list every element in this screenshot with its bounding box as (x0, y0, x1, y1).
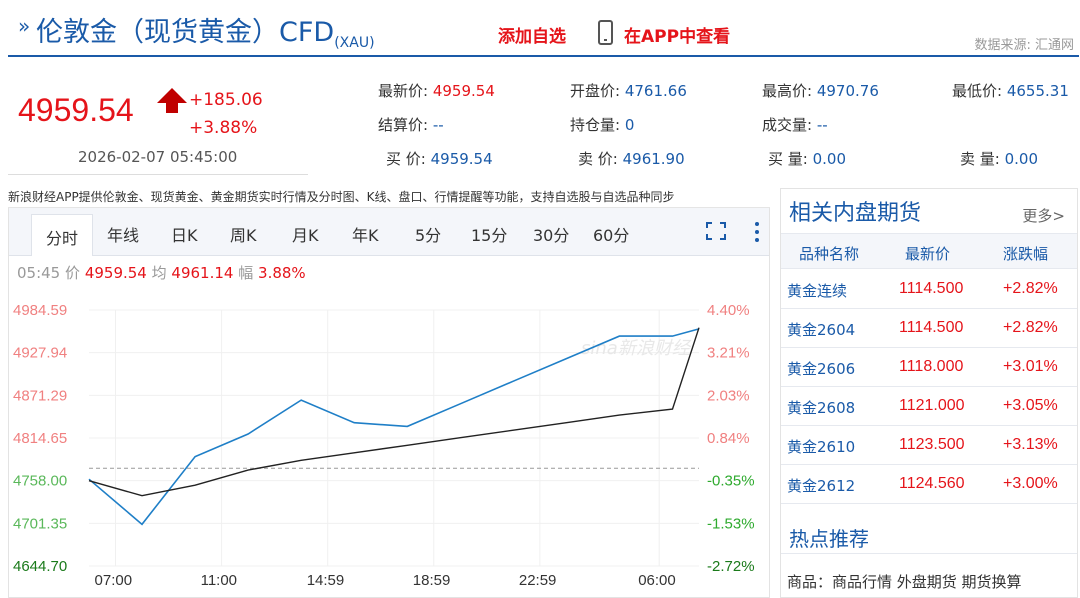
tab-5min[interactable]: 5分 (415, 226, 442, 245)
last-price: 4959.54 (18, 92, 134, 128)
price-change: +185.06 +3.88% (189, 86, 263, 142)
y-tick-label: 4644.70 (13, 558, 67, 575)
y-tick-label: 4927.94 (13, 345, 67, 362)
y-tick-label: 4814.65 (13, 430, 67, 447)
y-tick-label-right: -0.35% (707, 473, 755, 490)
field-ask: 卖 价: 4961.90 (578, 150, 685, 168)
tab-yearly-k[interactable]: 年K (352, 226, 379, 245)
price-line (88, 328, 700, 526)
x-tick-label: 06:00 (638, 572, 676, 589)
field-volume: 成交量: -- (762, 116, 828, 134)
data-source: 数据来源: 汇通网 (974, 38, 1074, 53)
y-tick-label: 4701.35 (13, 515, 67, 532)
table-row[interactable]: 黄金2606 1118.000 +3.01% (781, 348, 1077, 387)
up-arrow-icon (157, 88, 187, 113)
chart-tabs: 分时 年线 日K 周K 月K 年K 5分 15分 30分 60分 (9, 208, 769, 256)
view-in-app-link[interactable]: 在APP中查看 (624, 27, 731, 47)
y-tick-label-right: -2.72% (707, 558, 755, 575)
quote-timestamp: 2026-02-07 05:45:00 (78, 148, 238, 166)
column-header: 最新价 (905, 245, 951, 263)
chart-panel: 分时 年线 日K 周K 月K 年K 5分 15分 30分 60分 05:45 价… (8, 208, 770, 598)
more-link[interactable]: 更多> (1022, 207, 1065, 225)
x-tick-label: 22:59 (519, 572, 557, 589)
field-open-interest: 持仓量: 0 (570, 116, 635, 134)
field-low: 最低价: 4655.31 (952, 82, 1069, 100)
field-settle: 结算价: -- (378, 116, 444, 134)
more-options-icon[interactable] (754, 220, 760, 244)
tab-60min[interactable]: 60分 (593, 226, 630, 245)
divider (781, 553, 1077, 554)
quote-panel: 4959.54 +185.06 +3.88% 2026-02-07 05:45:… (0, 60, 1080, 185)
y-tick-label-right: 2.03% (707, 387, 750, 404)
y-tick-label: 4758.00 (13, 473, 67, 490)
x-tick-label: 11:00 (201, 572, 237, 589)
table-header: 品种名称 最新价 涨跌幅 (781, 233, 1077, 269)
title-arrow-icon: » (18, 14, 31, 38)
tab-year-line[interactable]: 年线 (107, 226, 140, 245)
intraday-chart[interactable]: 4984.59 4.40% 4927.94 3.21% 4871.29 2.03% 4814… (9, 288, 769, 598)
hot-recommend-title: 热点推荐 (789, 527, 869, 551)
field-last: 最新价: 4959.54 (378, 82, 495, 100)
chart-crosshair-info: 05:45 价 4959.54 均 4961.14 幅 3.88% (17, 264, 306, 282)
y-tick-label-right: 0.84% (707, 430, 750, 447)
column-header: 涨跌幅 (1003, 245, 1049, 263)
field-high: 最高价: 4970.76 (762, 82, 879, 100)
x-tick-label: 18:59 (413, 572, 451, 589)
tab-30min[interactable]: 30分 (533, 226, 570, 245)
field-ask-volume: 卖 量: 0.00 (960, 150, 1039, 168)
header-divider (8, 55, 1079, 57)
y-tick-label: 4871.29 (13, 387, 67, 404)
column-header: 品种名称 (799, 245, 860, 263)
phone-icon[interactable] (598, 20, 613, 45)
field-bid: 买 价: 4959.54 (386, 150, 493, 168)
table-row[interactable]: 黄金2612 1124.560 +3.00% (781, 465, 1077, 504)
tab-daily-k[interactable]: 日K (171, 226, 198, 245)
app-notice: 新浪财经APP提供伦敦金、现货黄金、黄金期货实时行情及分时图、K线、盘口、行情提… (8, 190, 675, 204)
average-line (88, 327, 700, 497)
x-tick-label: 07:00 (95, 572, 133, 589)
y-tick-label-right: 4.40% (707, 302, 750, 319)
x-tick-label: 14:59 (307, 572, 345, 589)
table-row[interactable]: 黄金连续 1114.500 +2.82% (781, 270, 1077, 309)
y-tick-label-right: 3.21% (707, 345, 750, 362)
hot-recommend-links[interactable]: 商品：商品行情 外盘期货 期货换算 (787, 573, 1022, 591)
y-tick-label-right: -1.53% (707, 515, 755, 532)
section-title: 相关内盘期货 (789, 201, 922, 226)
fullscreen-icon[interactable] (706, 222, 726, 240)
tab-intraday[interactable]: 分时 (31, 214, 94, 256)
table-row[interactable]: 黄金2608 1121.000 +3.05% (781, 387, 1077, 426)
watermark: sina新浪财经 (581, 338, 692, 359)
page-title: 伦敦金（现货黄金）CFD(XAU) (36, 17, 375, 51)
field-bid-volume: 买 量: 0.00 (768, 150, 847, 168)
table-row[interactable]: 黄金2604 1114.500 +2.82% (781, 309, 1077, 348)
y-tick-label: 4984.59 (13, 302, 67, 319)
tab-15min[interactable]: 15分 (471, 226, 508, 245)
divider (8, 207, 770, 208)
tab-monthly-k[interactable]: 月K (292, 226, 319, 245)
field-open: 开盘价: 4761.66 (570, 82, 687, 100)
add-favorite-button[interactable]: 添加自选 (498, 27, 566, 47)
change-percent: +3.88% (189, 118, 258, 138)
related-futures-panel: 相关内盘期货 更多> 品种名称 最新价 涨跌幅 黄金连续 1114.500 +2.8… (780, 188, 1078, 598)
divider (8, 174, 308, 175)
change-value: +185.06 (189, 90, 263, 110)
tab-weekly-k[interactable]: 周K (230, 226, 257, 245)
page-header: » 伦敦金（现货黄金）CFD(XAU) 添加自选 在APP中查看 数据来源: 汇… (0, 0, 1080, 57)
table-row[interactable]: 黄金2610 1123.500 +3.13% (781, 426, 1077, 465)
